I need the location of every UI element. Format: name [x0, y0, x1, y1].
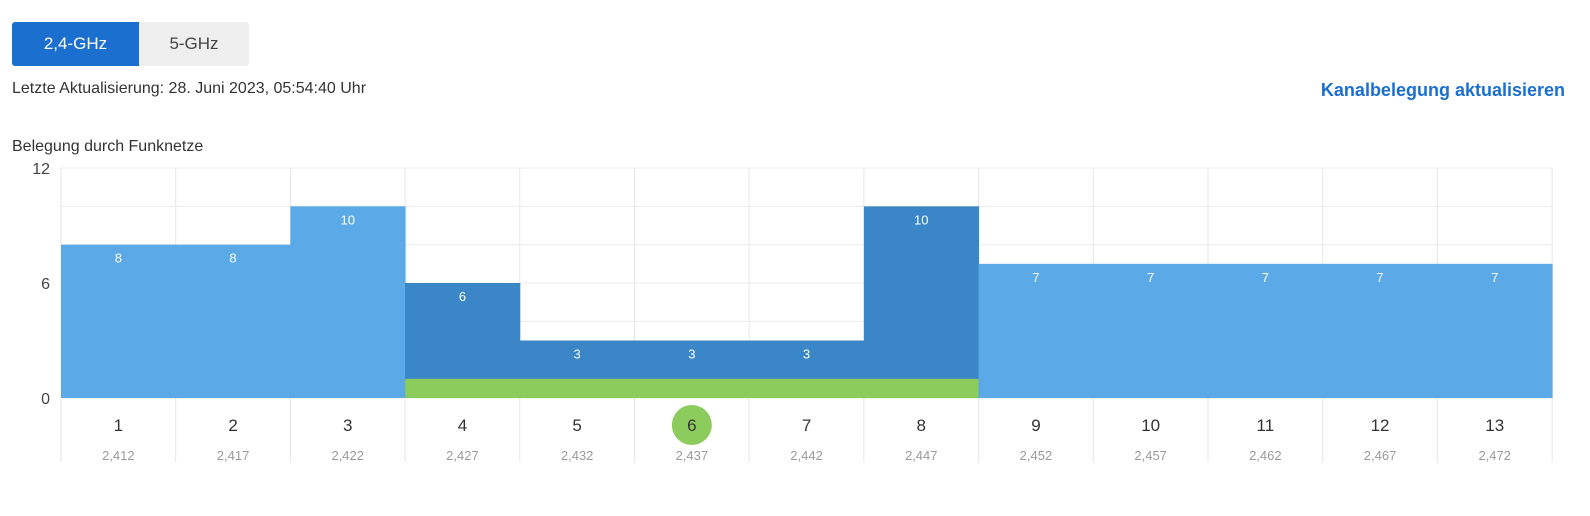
x-tick-label: 6 [687, 416, 696, 435]
x-tick-label: 11 [1257, 416, 1275, 435]
data-label: 3 [803, 347, 810, 362]
own-network-band [405, 378, 979, 398]
x-tick-label: 10 [1141, 416, 1160, 435]
tab-2-4-ghz[interactable]: 2,4-GHz [12, 22, 139, 66]
x-tick-label: 5 [572, 416, 581, 435]
frequency-label: 2,422 [331, 448, 364, 463]
band-tabs: 2,4-GHz 5-GHz [12, 22, 249, 66]
last-update-text: Letzte Aktualisierung: 28. Juni 2023, 05… [12, 80, 367, 97]
bar-channel-10 [1093, 263, 1209, 398]
x-tick-label: 3 [343, 416, 352, 435]
x-tick-label: 7 [802, 416, 811, 435]
data-label: 7 [1491, 270, 1498, 285]
bar-channel-8 [863, 206, 980, 398]
frequency-label: 2,427 [446, 448, 479, 463]
x-tick-label: 9 [1031, 416, 1040, 435]
data-label: 7 [1147, 270, 1154, 285]
chart-title: Belegung durch Funknetze [12, 138, 204, 155]
x-tick-label: 8 [917, 416, 926, 435]
bar-channel-2 [175, 244, 291, 398]
data-label: 3 [688, 347, 695, 362]
frequency-label: 2,452 [1020, 448, 1053, 463]
frequency-label: 2,472 [1478, 448, 1511, 463]
data-label: 10 [341, 212, 355, 227]
tab-5-ghz[interactable]: 5-GHz [139, 22, 249, 66]
frequency-label: 2,462 [1249, 448, 1282, 463]
frequency-label: 2,467 [1364, 448, 1397, 463]
data-label: 7 [1376, 270, 1383, 285]
x-tick-label: 13 [1485, 416, 1504, 435]
y-tick-label: 6 [41, 276, 50, 293]
frequency-label: 2,432 [561, 448, 594, 463]
frequency-label: 2,457 [1134, 448, 1167, 463]
data-label: 7 [1262, 270, 1269, 285]
selected-channel-marker [671, 405, 712, 445]
data-label: 10 [914, 212, 928, 227]
frequency-label: 2,442 [790, 448, 823, 463]
frequency-label: 2,417 [217, 448, 250, 463]
x-tick-label: 4 [458, 416, 467, 435]
data-label: 8 [115, 251, 122, 266]
bar-channel-13 [1437, 263, 1553, 398]
frequency-label: 2,437 [676, 448, 709, 463]
data-label: 7 [1032, 270, 1039, 285]
data-label: 8 [229, 251, 236, 266]
bar-channel-1 [61, 244, 177, 398]
y-tick-label: 0 [41, 391, 50, 408]
bar-channel-9 [978, 263, 1094, 398]
x-tick-label: 1 [114, 416, 123, 435]
x-tick-label: 12 [1371, 416, 1390, 435]
channel-occupancy-chart: 8 8 10 6 3 3 3 10 7 7 7 7 7 0 6 12 1 2,412 2 2,417 3 2,422 4 2,… [32, 161, 1553, 463]
y-tick-label: 12 [32, 161, 50, 178]
bar-channel-12 [1322, 263, 1438, 398]
data-label: 6 [459, 289, 466, 304]
frequency-label: 2,447 [905, 448, 938, 463]
x-tick-label: 2 [228, 416, 237, 435]
frequency-label: 2,412 [102, 448, 135, 463]
bar-channel-11 [1208, 263, 1324, 398]
bar-channel-3 [290, 206, 406, 398]
data-label: 3 [574, 347, 581, 362]
refresh-channel-link[interactable]: Kanalbelegung aktualisieren [1320, 80, 1565, 100]
